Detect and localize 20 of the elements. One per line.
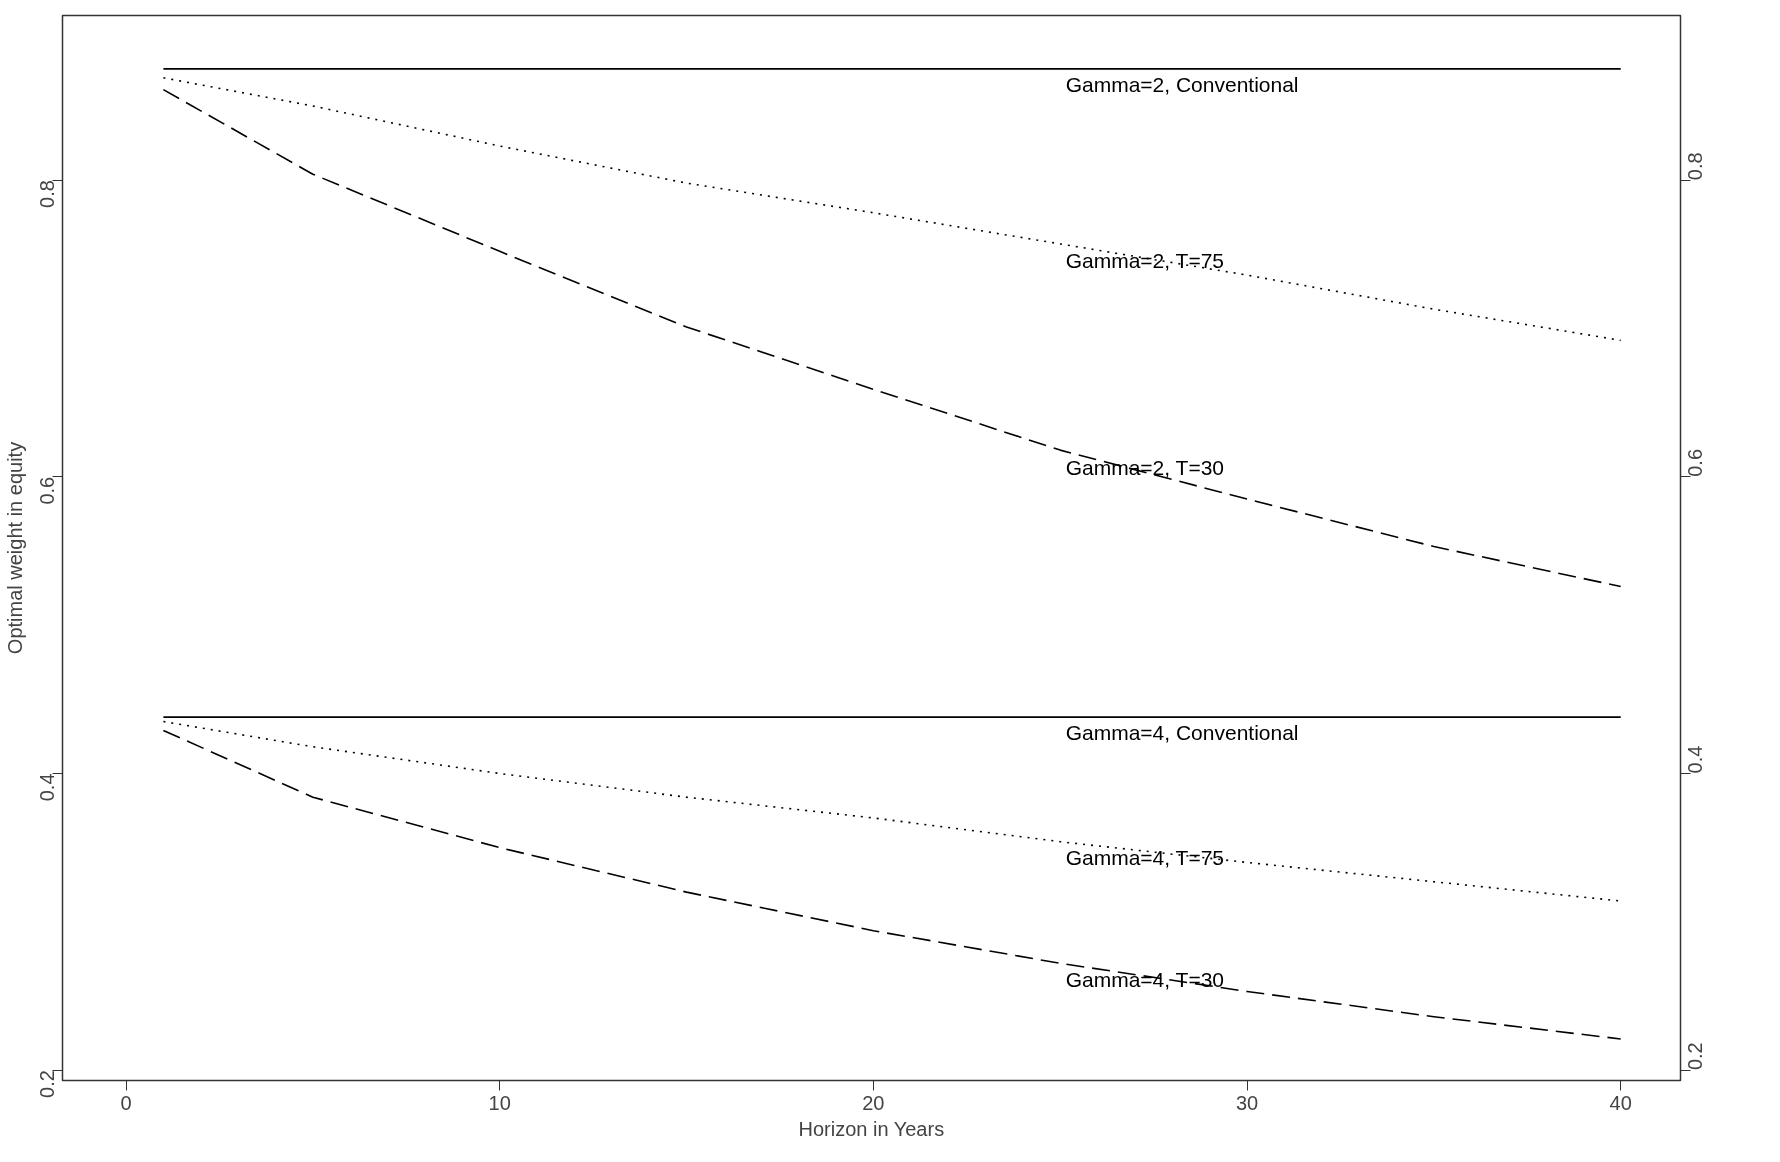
- x-tick-label: 0: [120, 1091, 132, 1114]
- y-tick-label: 0.4: [36, 773, 59, 802]
- y2-tick-label: 0.4: [1684, 745, 1707, 774]
- x-tick-label: 40: [1609, 1091, 1632, 1114]
- annotation: Gamma=4, T=75: [1065, 846, 1225, 870]
- y-tick-label: 0.8: [36, 180, 59, 208]
- y2-tick-label: 0.8: [1684, 152, 1707, 181]
- x-tick-label: 20: [862, 1091, 885, 1114]
- annotation: Gamma=4, T=30: [1065, 968, 1225, 992]
- annotation: Gamma=2, Conventional: [1065, 72, 1299, 96]
- x-tick-label: 10: [488, 1091, 511, 1114]
- annotation: Gamma=2, T=75: [1065, 248, 1225, 272]
- x-axis-title: Horizon in Years: [798, 1117, 945, 1140]
- y2-tick-label: 0.2: [1684, 1042, 1707, 1071]
- y-tick-label: 0.2: [36, 1070, 59, 1098]
- annotation: Gamma=4, Conventional: [1065, 721, 1299, 745]
- y2-tick-label: 0.6: [1684, 448, 1707, 477]
- y-axis-title: Optimal weight in equity: [3, 441, 26, 655]
- x-tick-label: 30: [1235, 1091, 1259, 1114]
- y-tick-label: 0.6: [36, 476, 59, 505]
